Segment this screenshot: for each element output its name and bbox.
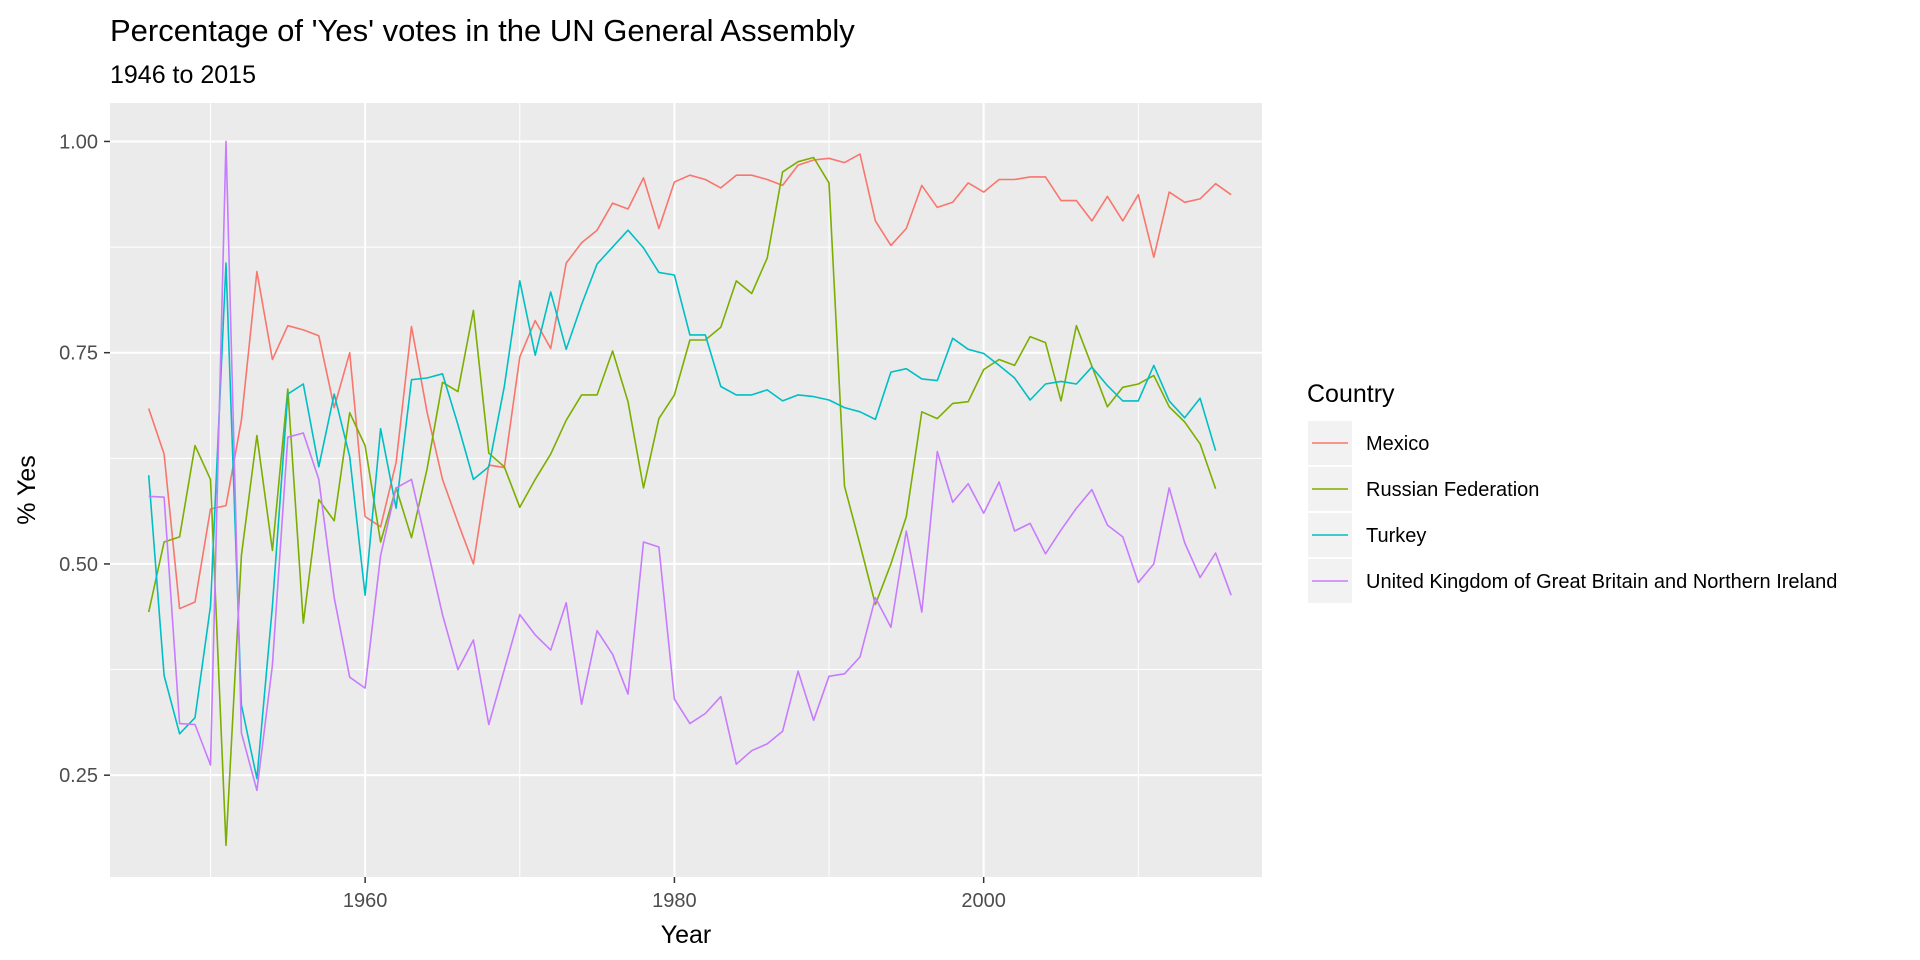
legend-item: Turkey: [1308, 513, 1426, 557]
legend: Country Mexico Russian Federation Turkey Un…: [1307, 380, 1837, 603]
legend-item: Mexico: [1308, 421, 1429, 465]
x-tick-label: 1980: [652, 890, 697, 912]
legend-label: United Kingdom of Great Britain and Nort…: [1366, 571, 1837, 593]
legend-label: Mexico: [1366, 433, 1429, 455]
legend-label: Russian Federation: [1366, 479, 1539, 501]
axis-ticks: 1960 1980 2000 0.25 0.50 0.75 1.00: [59, 131, 1006, 912]
x-axis-title: Year: [661, 921, 712, 949]
legend-item: Russian Federation: [1308, 467, 1539, 511]
series-lines: [147, 140, 1232, 847]
series-line-1: [147, 156, 1217, 847]
series-line-0: [147, 153, 1232, 610]
y-tick-label: 0.50: [59, 554, 98, 576]
y-tick-label: 1.00: [59, 131, 98, 153]
minor-gridlines: [110, 103, 1262, 877]
y-tick-label: 0.75: [59, 343, 98, 365]
series-line-2: [147, 229, 1217, 780]
y-tick-label: 0.25: [59, 765, 98, 787]
chart-title: Percentage of 'Yes' votes in the UN Gene…: [110, 13, 855, 48]
x-tick-label: 2000: [961, 890, 1006, 912]
y-axis-title: % Yes: [13, 455, 41, 525]
chart-subtitle: 1946 to 2015: [110, 61, 256, 89]
series-line-3: [148, 140, 1232, 792]
legend-title: Country: [1307, 380, 1395, 408]
x-tick-label: 1960: [343, 890, 388, 912]
legend-item: United Kingdom of Great Britain and Nort…: [1308, 559, 1837, 603]
plot-panel: [110, 103, 1262, 877]
legend-label: Turkey: [1366, 525, 1426, 547]
